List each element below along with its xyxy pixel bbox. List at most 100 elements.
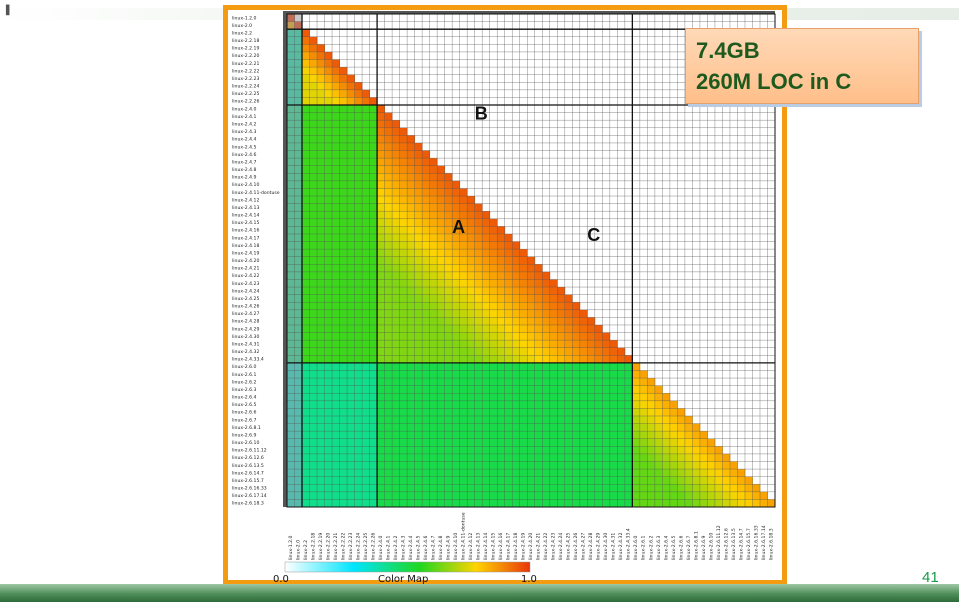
heatmap-cell — [564, 453, 573, 462]
heatmap-cell — [324, 271, 333, 280]
heatmap-cell — [459, 469, 468, 478]
heatmap-cell — [302, 249, 310, 258]
heatmap-cell — [497, 241, 506, 250]
heatmap-cell — [459, 453, 468, 462]
heatmap-cell — [459, 370, 468, 379]
heatmap-cell — [429, 438, 438, 447]
row-tick-label: linux-2.4.29 — [232, 326, 259, 332]
heatmap-cell — [422, 461, 431, 470]
heatmap-cell — [377, 446, 385, 455]
column-tick-label: linux-2.6.9 — [701, 535, 707, 560]
heatmap-cell — [339, 211, 348, 220]
heatmap-cell — [309, 370, 318, 379]
heatmap-cell — [392, 362, 401, 371]
heatmap-cell — [354, 461, 363, 470]
heatmap-cell — [684, 476, 693, 485]
heatmap-cell — [609, 476, 618, 485]
heatmap-cell — [302, 211, 310, 220]
heatmap-cell — [384, 355, 393, 364]
heatmap-cell — [647, 438, 656, 447]
heatmap-cell — [684, 415, 693, 424]
heatmap-cell — [362, 415, 370, 424]
heatmap-cell — [467, 446, 476, 455]
heatmap-cell — [414, 302, 423, 311]
heatmap-cell — [647, 461, 656, 470]
heatmap-cell — [504, 256, 513, 265]
heatmap-cell — [309, 158, 318, 167]
heatmap-cell — [317, 317, 325, 326]
heatmap-cell — [324, 226, 333, 235]
heatmap-cell — [309, 264, 318, 273]
heatmap-cell — [384, 324, 393, 333]
heatmap-cell — [332, 446, 340, 455]
heatmap-cell — [602, 476, 611, 485]
heatmap-cell — [422, 499, 431, 508]
heatmap-cell — [594, 499, 603, 508]
heatmap-cell — [654, 469, 663, 478]
heatmap-cell — [324, 59, 333, 68]
heatmap-cell — [399, 279, 408, 288]
row-tick-label: linux-2.6.12.6 — [232, 455, 264, 461]
heatmap-cell — [377, 476, 385, 485]
heatmap-cell — [362, 378, 370, 387]
heatmap-cell — [317, 89, 325, 98]
heatmap-cell — [489, 226, 498, 235]
column-tick-label: linux-2.4.12 — [468, 533, 474, 560]
heatmap-cell — [699, 438, 708, 447]
heatmap-cell — [444, 271, 453, 280]
heatmap-cell — [422, 294, 431, 303]
heatmap-cell — [422, 408, 431, 417]
heatmap-cell — [429, 294, 438, 303]
heatmap-cell — [324, 461, 333, 470]
heatmap-cell — [482, 233, 491, 242]
heatmap-cell — [399, 287, 408, 296]
heatmap-cell — [332, 173, 340, 182]
heatmap-cell — [662, 461, 671, 470]
heatmap-cell — [609, 400, 618, 409]
heatmap-cell — [362, 491, 370, 500]
heatmap-cell — [467, 385, 476, 394]
heatmap-cell — [347, 393, 355, 402]
heatmap-cell — [474, 491, 483, 500]
heatmap-cell — [309, 294, 318, 303]
heatmap-cell — [482, 324, 491, 333]
heatmap-cell — [444, 203, 453, 212]
heatmap-cell — [542, 279, 551, 288]
heatmap-cell — [467, 249, 476, 258]
heatmap-cell — [347, 370, 355, 379]
heatmap-cell — [302, 218, 310, 227]
heatmap-cell — [354, 446, 363, 455]
row-tick-label: linux-2.6.3 — [232, 387, 257, 393]
heatmap-cell — [332, 218, 340, 227]
heatmap-cell — [459, 423, 468, 432]
heatmap-cell — [392, 438, 401, 447]
heatmap-cell — [354, 484, 363, 493]
heatmap-cell — [309, 105, 318, 113]
heatmap-cell — [429, 180, 438, 189]
heatmap-cell — [354, 378, 363, 387]
heatmap-cell — [369, 362, 378, 371]
heatmap-cell — [317, 44, 325, 53]
heatmap-cell — [302, 196, 310, 205]
heatmap-cell — [617, 385, 626, 394]
heatmap-cell — [512, 431, 521, 440]
heatmap-cell — [579, 461, 588, 470]
heatmap-cell — [384, 408, 393, 417]
heatmap-cell — [459, 446, 468, 455]
heatmap-cell — [557, 378, 566, 387]
heatmap-cell — [647, 378, 656, 387]
heatmap-cell — [482, 408, 491, 417]
heatmap-cell — [707, 469, 716, 478]
heatmap-cell — [594, 370, 603, 379]
heatmap-cell — [384, 211, 393, 220]
heatmap-cell — [429, 158, 438, 167]
heatmap-cell — [332, 135, 340, 144]
row-tick-label: linux-2.0 — [232, 23, 252, 29]
heatmap-cell — [422, 218, 431, 227]
heatmap-cell — [722, 476, 731, 485]
heatmap-cell — [362, 362, 370, 371]
row-tick-label: linux-2.4.15 — [232, 220, 259, 226]
heatmap-cell — [519, 332, 528, 341]
heatmap-cell — [489, 408, 498, 417]
heatmap-cell — [474, 423, 483, 432]
